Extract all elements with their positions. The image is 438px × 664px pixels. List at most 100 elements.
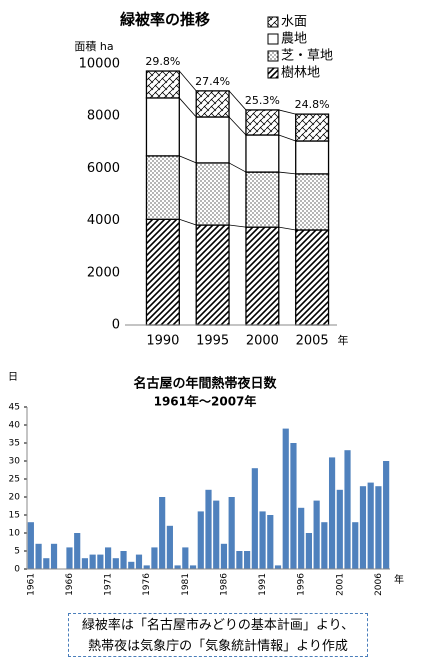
y-tick-label: 10 (9, 529, 21, 539)
bar (166, 525, 173, 569)
y-axis-label: 日 (8, 372, 18, 383)
y-tick-label: 0 (112, 318, 120, 333)
legend-label: 芝・草地 (281, 48, 333, 64)
y-tick-label: 5 (14, 547, 20, 557)
legend-swatch (267, 50, 279, 62)
bar (236, 551, 243, 569)
rate-label: 27.4% (195, 75, 230, 88)
bar (120, 551, 127, 569)
bar (197, 511, 204, 569)
x-tick-label: 2006 (374, 573, 384, 596)
x-tick-label: 1981 (181, 573, 191, 596)
bar-segment (245, 226, 280, 326)
y-tick-label: 0 (14, 565, 20, 575)
y-axis-label: 面積 ha (74, 39, 113, 53)
y-tick-label: 45 (9, 403, 20, 413)
bar (135, 554, 143, 569)
bar (97, 554, 104, 569)
connector (278, 109, 296, 115)
bar (352, 522, 359, 569)
bar (228, 497, 235, 569)
bar (244, 551, 251, 569)
bar-segment (195, 116, 230, 164)
bar (159, 497, 166, 569)
bar (298, 507, 305, 569)
bar (66, 547, 73, 569)
connector (179, 155, 197, 164)
connector (278, 134, 296, 142)
bar (43, 558, 50, 569)
x-tick-label: 2000 (246, 334, 279, 349)
y-tick-label: 30 (9, 457, 21, 467)
x-tick-label: 1986 (219, 573, 229, 596)
bar-segment (195, 224, 230, 326)
bar-segment (145, 70, 180, 99)
bar-segment (295, 229, 330, 326)
bar (182, 547, 189, 569)
source-note: 緑被率は「名古屋市みどりの基本計画」より、 熱帯夜は気象庁の「気象統計情報」より… (68, 613, 368, 657)
x-axis-label: 年 (394, 573, 404, 586)
bar (213, 500, 220, 569)
bar (274, 565, 282, 569)
bar (112, 558, 119, 569)
y-tick-label: 20 (9, 493, 21, 503)
bar (89, 554, 96, 569)
bar-segment (195, 90, 230, 118)
y-tick-label: 10000 (79, 57, 120, 72)
bar (290, 443, 297, 569)
legend-label: 農地 (281, 32, 307, 47)
legend-swatch (267, 33, 279, 45)
connector (228, 116, 247, 136)
bar-segment (245, 171, 280, 228)
x-tick-label: 2005 (296, 334, 329, 349)
chart-title: 名古屋の年間熱帯夜日数 (133, 376, 277, 392)
bar (328, 457, 336, 569)
bar (128, 561, 135, 569)
y-tick-label: 25 (9, 475, 20, 485)
x-axis-label: 年 (338, 333, 349, 347)
connector (228, 90, 247, 111)
bar (251, 468, 258, 569)
chart-title: 緑被率の推移 (120, 11, 210, 29)
x-tick-label: 2001 (335, 573, 345, 596)
bar (267, 515, 274, 569)
bar-segment (145, 97, 180, 157)
legend-label: 水面 (281, 15, 307, 30)
bar (336, 489, 343, 569)
x-tick-label: 1996 (297, 573, 307, 596)
bar-segment (195, 162, 230, 226)
bar (375, 486, 382, 569)
bar-segment (145, 155, 180, 220)
y-tick-label: 8000 (87, 109, 120, 124)
bar (74, 533, 81, 569)
bar (359, 486, 367, 569)
y-tick-label: 15 (9, 511, 20, 521)
connector (278, 171, 296, 175)
note-line: 緑被率は「名古屋市みどりの基本計画」より、 (81, 618, 355, 633)
connector (178, 97, 197, 118)
bar-segment (295, 140, 330, 175)
bar-segment (245, 109, 280, 136)
bar (174, 565, 181, 569)
y-tick-label: 40 (9, 421, 21, 431)
bar (344, 450, 351, 569)
x-tick-label: 1966 (65, 573, 75, 596)
bar (151, 547, 158, 569)
bar (205, 489, 212, 569)
chart-subtitle: 1961年～2007年 (154, 394, 257, 409)
x-tick-label: 1991 (258, 573, 268, 596)
bar-segment (295, 113, 330, 142)
rate-label: 25.3% (245, 94, 280, 107)
bar (189, 565, 197, 569)
bar (50, 543, 58, 569)
note-line: 熱帯夜は気象庁の「気象統計情報」より作成 (88, 639, 348, 654)
legend-label: 樹林地 (281, 66, 320, 81)
bar (313, 500, 320, 569)
y-tick-label: 4000 (87, 213, 120, 228)
bar (35, 543, 42, 569)
connector (228, 224, 247, 228)
bar (259, 511, 266, 569)
bar-segment (295, 173, 330, 231)
